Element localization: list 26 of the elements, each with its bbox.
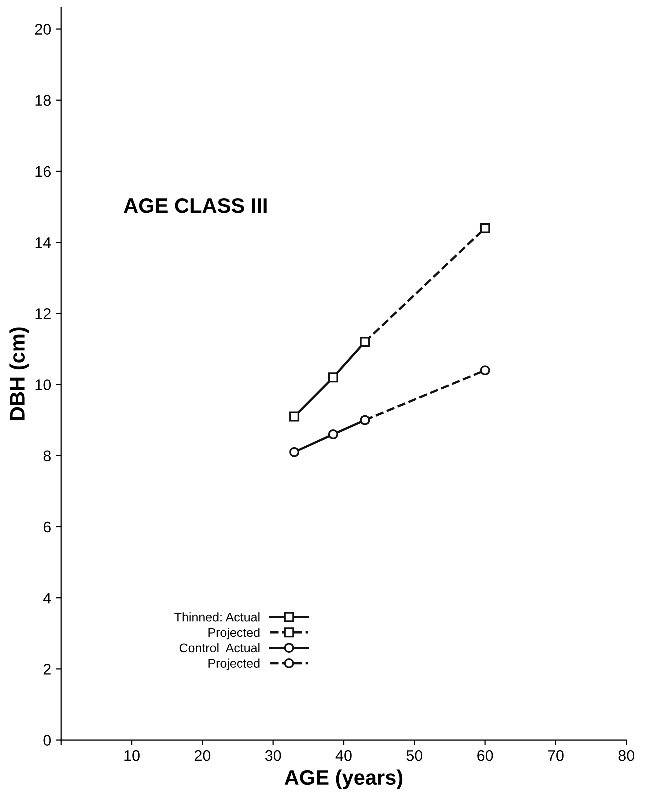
legend-label: Thinned: Actual [174, 612, 260, 622]
x-tick-label: 50 [406, 750, 423, 762]
y-tick-label: 16 [36, 166, 51, 178]
x-tick-label: 20 [194, 750, 211, 762]
y-tick-label: 12 [36, 308, 51, 320]
y-tick-label: 10 [36, 380, 52, 390]
legend-label: Projected [208, 628, 260, 640]
y-tick-label: 6 [44, 522, 51, 533]
x-axis-title: AGE (years) [284, 770, 403, 790]
legend-label: Control Actual [180, 643, 260, 653]
y-tick-label: 14 [36, 238, 52, 248]
x-tick-label: 30 [265, 750, 282, 762]
y-tick-label: 2 [44, 664, 51, 675]
annotation: AGE CLASS III [124, 198, 267, 214]
y-tick-label: 18 [36, 95, 51, 106]
y-tick-label: 4 [44, 593, 52, 604]
legend-label: Projected [208, 658, 260, 670]
x-tick-label: 10 [124, 750, 140, 762]
x-tick-label: 60 [478, 750, 494, 762]
y-axis-title: DBH (cm) [10, 328, 30, 420]
y-tick-label: 8 [44, 450, 51, 462]
x-tick-label: 70 [548, 750, 564, 762]
y-tick-label: 20 [35, 24, 52, 35]
x-tick-label: 80 [618, 750, 635, 762]
y-tick-label: 0 [44, 735, 52, 746]
x-tick-label: 40 [336, 750, 352, 762]
